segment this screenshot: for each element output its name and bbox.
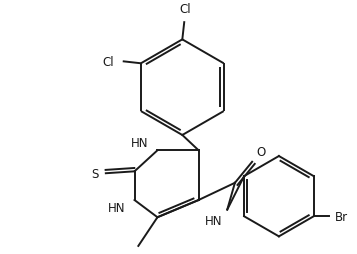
Text: HN: HN xyxy=(107,201,125,214)
Text: S: S xyxy=(91,167,98,180)
Text: Cl: Cl xyxy=(102,56,114,69)
Text: HN: HN xyxy=(130,137,148,150)
Text: O: O xyxy=(256,145,265,158)
Text: Cl: Cl xyxy=(179,3,191,15)
Text: HN: HN xyxy=(205,215,222,228)
Text: Br: Br xyxy=(335,210,348,223)
